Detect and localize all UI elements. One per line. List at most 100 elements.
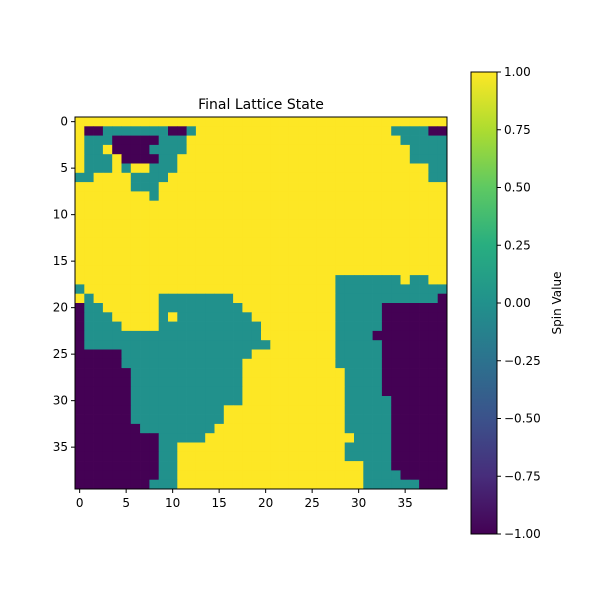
heatmap-cell [177, 172, 187, 183]
heatmap-cell [242, 414, 253, 425]
heatmap-cell [121, 219, 132, 229]
heatmap-cell [112, 163, 122, 174]
heatmap-cell [261, 461, 271, 471]
heatmap-cell [251, 293, 262, 304]
heatmap-cell [437, 265, 448, 276]
heatmap-cell [344, 126, 355, 136]
heatmap-cell [316, 144, 327, 155]
heatmap-cell [428, 312, 439, 322]
heatmap-cell [205, 423, 215, 434]
heatmap-cell [233, 423, 243, 434]
heatmap-cell [251, 219, 262, 229]
heatmap-cell [381, 470, 392, 481]
heatmap-cell [279, 405, 290, 415]
heatmap-cell [400, 321, 411, 332]
heatmap-cell [363, 312, 373, 322]
heatmap-cell [298, 396, 308, 406]
heatmap-cell [428, 210, 439, 220]
heatmap-cell [93, 386, 104, 397]
heatmap-cell [279, 256, 290, 267]
heatmap-cell [233, 303, 243, 313]
heatmap-cell [168, 368, 178, 378]
heatmap-cell [316, 228, 327, 239]
heatmap-cell [130, 303, 141, 313]
heatmap-cell [354, 451, 364, 462]
heatmap-cell [130, 275, 141, 285]
heatmap-cell [381, 117, 392, 127]
heatmap-cell [140, 442, 150, 453]
heatmap-cell [251, 386, 262, 397]
heatmap-cell [168, 293, 178, 304]
heatmap-cell [326, 191, 336, 202]
heatmap-cell [130, 423, 141, 434]
heatmap-cell [251, 423, 262, 434]
heatmap-cell [195, 386, 206, 397]
heatmap-cell [316, 191, 327, 202]
heatmap-cell [186, 423, 197, 434]
heatmap-cell [168, 396, 178, 406]
heatmap-cell [251, 200, 262, 211]
heatmap-cell [186, 228, 197, 239]
heatmap-cell [214, 210, 225, 220]
heatmap-cell [381, 247, 392, 257]
y-tick-label: 25 [53, 347, 68, 361]
heatmap-cell [409, 237, 420, 248]
heatmap-cell [279, 154, 290, 164]
heatmap-cell [149, 479, 160, 490]
heatmap-cell [344, 284, 355, 295]
heatmap-cell [242, 117, 253, 127]
heatmap-cell [400, 191, 411, 202]
heatmap-cell [381, 144, 392, 155]
heatmap-cell [186, 126, 197, 136]
heatmap-cell [121, 303, 132, 313]
heatmap-cell [84, 442, 94, 453]
heatmap-cell [428, 368, 439, 378]
heatmap-cell [140, 461, 150, 471]
heatmap-cell [428, 284, 439, 295]
heatmap-cell [214, 117, 225, 127]
y-tick-label: 35 [53, 440, 68, 454]
heatmap-cell [130, 182, 141, 192]
colorbar-tick-label: 1.00 [504, 65, 531, 79]
heatmap-cell [409, 414, 420, 425]
heatmap-cell [391, 396, 401, 406]
heatmap-cell [363, 340, 373, 350]
heatmap-cell [233, 312, 243, 322]
heatmap-cell [177, 117, 187, 127]
heatmap-cell [112, 312, 122, 322]
heatmap-cell [75, 377, 85, 388]
heatmap-cell [102, 126, 113, 136]
heatmap-cell [298, 303, 308, 313]
heatmap-cell [344, 442, 355, 453]
heatmap-cell [344, 200, 355, 211]
heatmap-cell [437, 228, 448, 239]
heatmap-cell [354, 368, 364, 378]
heatmap-cell [130, 377, 141, 388]
heatmap-cell [186, 219, 197, 229]
heatmap-cell [326, 442, 336, 453]
heatmap-cell [168, 358, 178, 369]
heatmap-cell [409, 321, 420, 332]
heatmap-cell [363, 405, 373, 415]
heatmap-cell [93, 349, 104, 360]
heatmap-cell [168, 265, 178, 276]
heatmap-cell [354, 228, 364, 239]
heatmap-cell [93, 237, 104, 248]
heatmap-cell [223, 433, 234, 443]
heatmap-cell [214, 461, 225, 471]
heatmap-cell [242, 377, 253, 388]
heatmap-cell [233, 154, 243, 164]
heatmap-cell [121, 210, 132, 220]
heatmap-cell [130, 284, 141, 295]
heatmap-cell [419, 442, 429, 453]
heatmap-cell [288, 275, 299, 285]
heatmap-cell [158, 377, 169, 388]
heatmap-cell [102, 358, 113, 369]
heatmap-cell [409, 470, 420, 481]
heatmap-cell [363, 479, 373, 490]
heatmap-cell [251, 172, 262, 183]
heatmap-cell [130, 470, 141, 481]
heatmap-cell [186, 182, 197, 192]
heatmap-cell [205, 172, 215, 183]
heatmap-cell [372, 423, 383, 434]
